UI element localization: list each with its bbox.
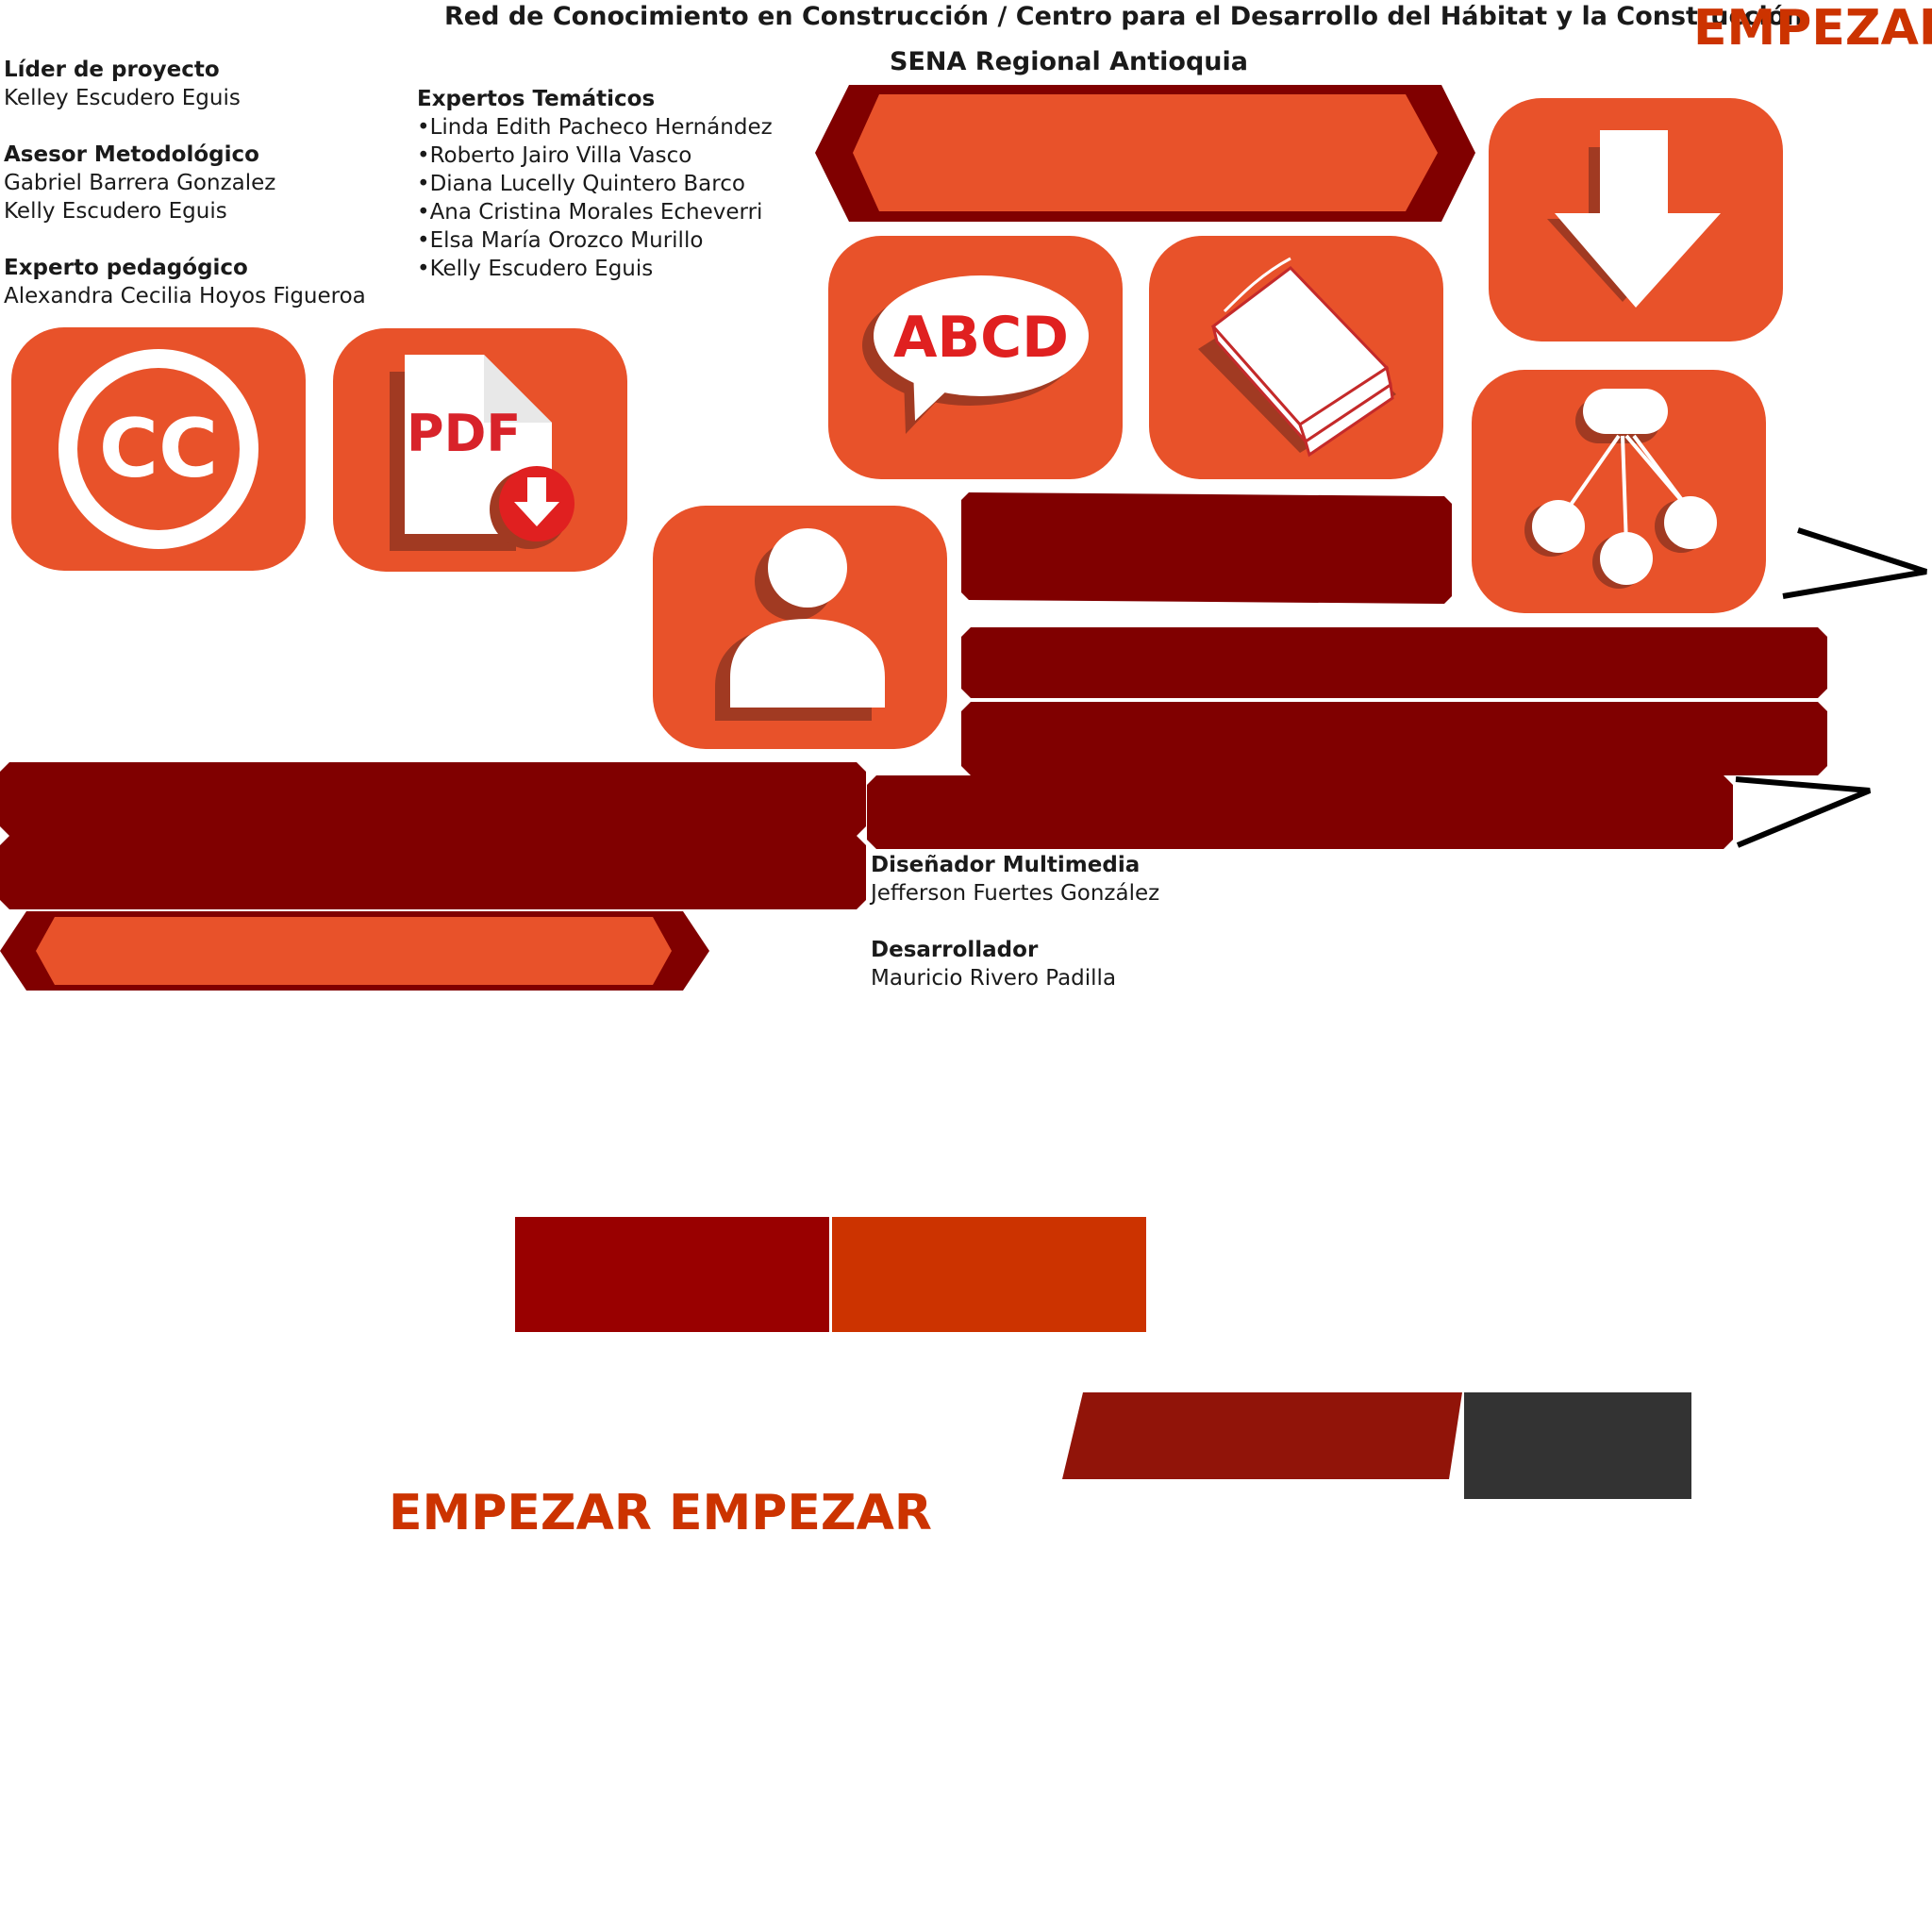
credits-left: Líder de proyecto Kelley Escudero Eguis … (4, 56, 366, 310)
disenador-title: Diseñador Multimedia (871, 853, 1141, 877)
nav-bar-2[interactable] (961, 627, 1827, 698)
pdf-download-icon: PDF (390, 355, 575, 551)
credits-multimedia: Diseñador Multimedia Jefferson Fuertes G… (871, 851, 1159, 992)
asesor-title: Asesor Metodológico (4, 142, 259, 167)
pedagogico-title: Experto pedagógico (4, 256, 248, 280)
download-tile[interactable] (1489, 98, 1783, 341)
nav-bar-6[interactable] (0, 836, 866, 909)
desarrollador-title: Desarrollador (871, 938, 1039, 962)
glossary-speech-icon: ABCD (862, 275, 1089, 434)
sitemap-icon (1524, 389, 1717, 589)
experto-name-4: •Ana Cristina Morales Echeverri (417, 200, 763, 225)
swatch-dark-red (515, 1217, 829, 1332)
header-subtitle: SENA Regional Antioquia (890, 47, 1248, 76)
experto-name-2: •Roberto Jairo Villa Vasco (417, 143, 692, 168)
chevron-right-icon-2[interactable] (1732, 775, 1875, 851)
sitemap-tile[interactable] (1472, 370, 1766, 613)
swatch-parallelogram (1062, 1392, 1462, 1479)
pedagogico-name: Alexandra Cecilia Hoyos Figueroa (4, 284, 366, 308)
top-hex-banner[interactable] (815, 85, 1475, 222)
desarrollador-name: Mauricio Rivero Padilla (871, 966, 1117, 991)
asesor-name-2: Kelly Escudero Eguis (4, 199, 227, 224)
experto-name-1: •Linda Edith Pacheco Hernández (417, 115, 773, 140)
nav-bar-3[interactable] (961, 702, 1827, 775)
nav-bar-1[interactable] (961, 492, 1452, 604)
experto-name-5: •Elsa María Orozco Murillo (417, 228, 704, 253)
lider-name: Kelley Escudero Eguis (4, 86, 241, 110)
disenador-name: Jefferson Fuertes González (871, 881, 1160, 906)
cc-tile[interactable]: CC (11, 327, 306, 571)
nav-bar-4[interactable] (0, 762, 866, 836)
swatch-orange (832, 1217, 1146, 1332)
user-tile[interactable] (653, 506, 947, 749)
expertos-title: Expertos Temáticos (417, 87, 656, 111)
pdf-tile[interactable]: PDF (333, 328, 627, 572)
swatch-dark-gray (1464, 1392, 1691, 1499)
experto-name-6: •Kelly Escudero Eguis (417, 257, 654, 281)
glossary-abcd-text: ABCD (893, 305, 1069, 371)
chevron-right-icon-1[interactable] (1774, 525, 1932, 600)
asesor-name-1: Gabriel Barrera Gonzalez (4, 171, 276, 195)
pdf-text: PDF (407, 404, 521, 463)
credits-expertos: Expertos Temáticos •Linda Edith Pacheco … (417, 85, 773, 283)
svg-text:CC: CC (99, 402, 218, 496)
cc-license-icon: CC (58, 349, 258, 549)
header-title: Red de Conocimiento en Construcción / Ce… (444, 2, 1804, 31)
start-label-repeat[interactable]: EMPEZAR EMPEZAR (389, 1485, 932, 1541)
lider-title: Líder de proyecto (4, 58, 220, 82)
book-tile[interactable] (1149, 236, 1443, 479)
experto-name-3: •Diana Lucelly Quintero Barco (417, 172, 745, 196)
user-profile-icon (715, 528, 885, 721)
bottom-hex-banner[interactable] (0, 911, 709, 991)
start-button[interactable]: EMPEZAR (1693, 0, 1932, 57)
glossary-tile[interactable]: ABCD (828, 236, 1123, 479)
nav-bar-5[interactable] (867, 775, 1733, 849)
download-arrow-icon (1547, 130, 1721, 308)
book-icon (1198, 257, 1396, 458)
